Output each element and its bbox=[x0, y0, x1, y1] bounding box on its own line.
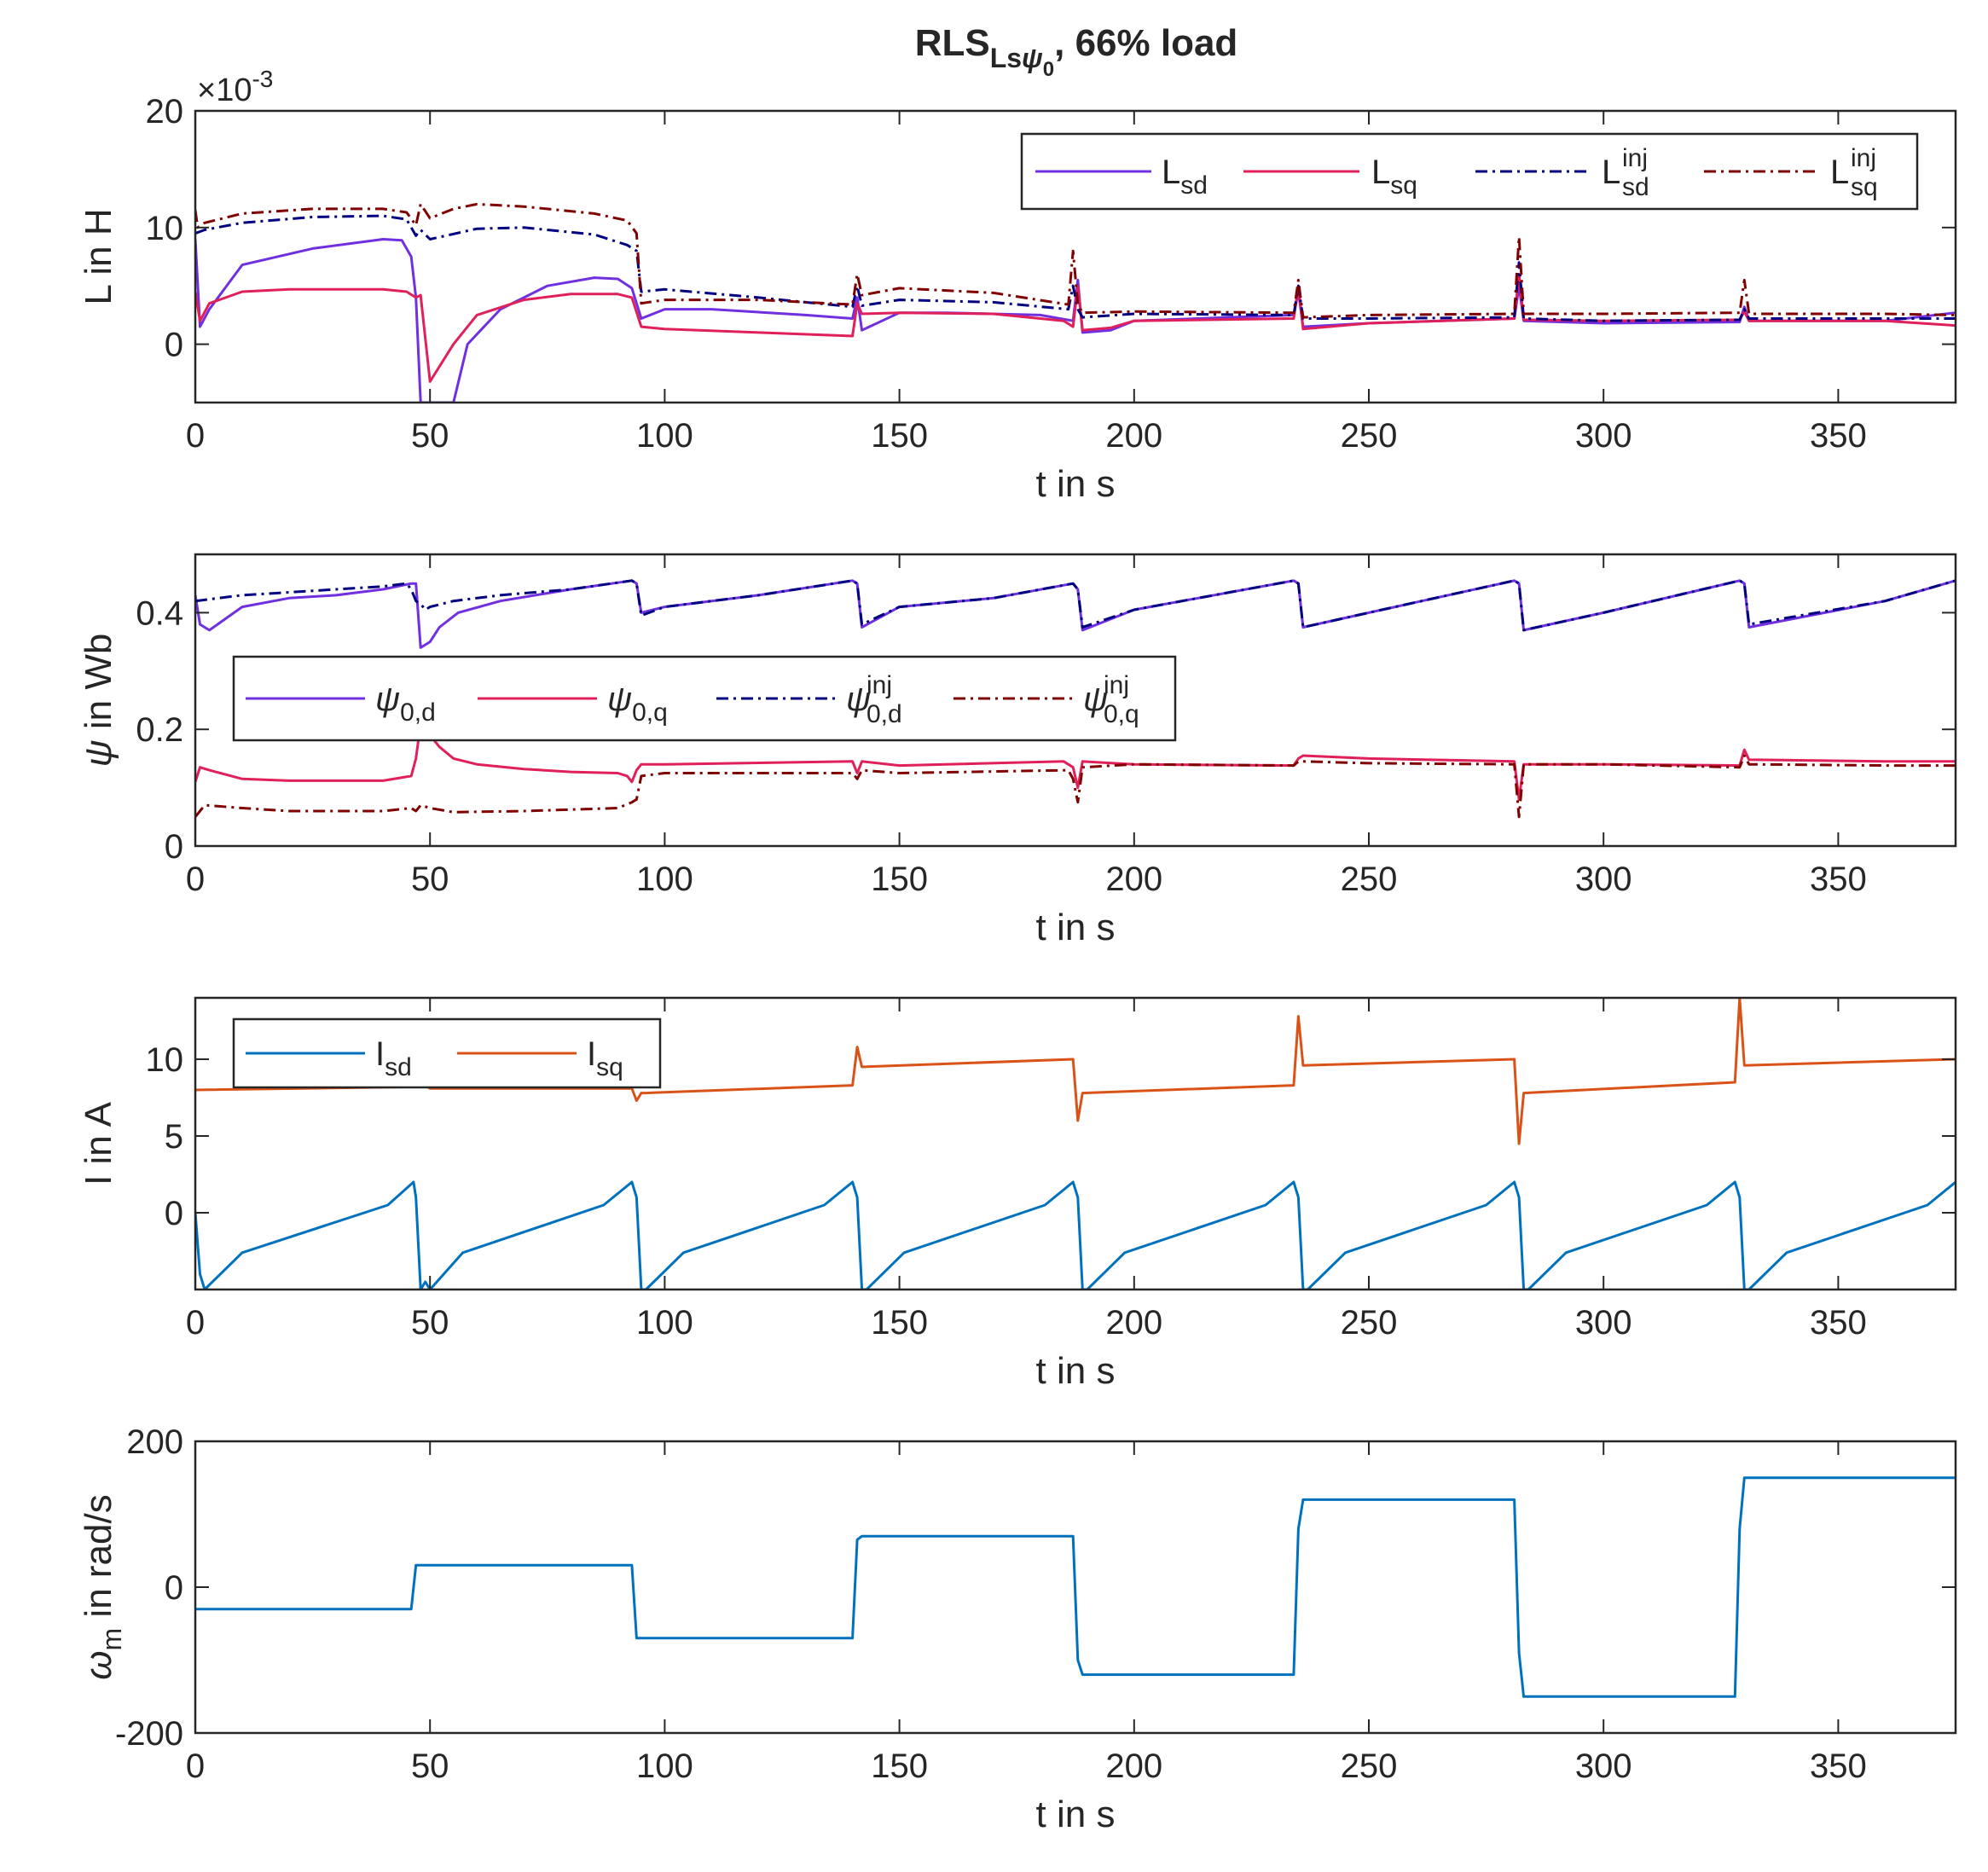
x-tick-label: 0 bbox=[186, 1747, 205, 1785]
legend: Isd Isq bbox=[232, 1017, 662, 1089]
legend-sup-3: inj bbox=[1622, 144, 1648, 172]
x-tick-label: 300 bbox=[1575, 1747, 1632, 1785]
series-line-1 bbox=[195, 1180, 1956, 1290]
legend-box bbox=[232, 655, 1177, 742]
x-axis-label: t in s bbox=[1036, 1794, 1116, 1835]
x-tick-label: 200 bbox=[1105, 417, 1162, 455]
x-tick-label: 50 bbox=[411, 417, 449, 455]
x-tick-label: 350 bbox=[1810, 1747, 1867, 1785]
x-tick-label: 250 bbox=[1341, 1747, 1398, 1785]
legend-label-1: Isd bbox=[375, 1035, 412, 1081]
figure-title: RLSLsψ0, 66% load bbox=[915, 22, 1238, 81]
axes-box bbox=[194, 553, 1957, 848]
plot-2: 0 50 100 150 200 250 300 350 0 0.2 0.4 t in s ψ in W… bbox=[78, 553, 1957, 948]
x-tick-label: 350 bbox=[1810, 861, 1867, 898]
plot-3: 0 50 100 150 200 250 300 350 0 5 10 t in s I in A Isd… bbox=[78, 996, 1957, 1392]
x-tick-label: 200 bbox=[1105, 861, 1162, 898]
x-tick-label: 50 bbox=[411, 1304, 449, 1342]
y-tick-label: 5 bbox=[165, 1118, 183, 1156]
legend-sub-4: 0,q bbox=[1104, 700, 1139, 728]
y-tick-label: 20 bbox=[146, 93, 184, 130]
y-tick-label: 0.4 bbox=[136, 594, 183, 632]
x-tick-label: 250 bbox=[1341, 1304, 1398, 1342]
x-tick-label: 100 bbox=[636, 1304, 693, 1342]
y-tick-label: 10 bbox=[146, 210, 184, 247]
x-tick-label: 200 bbox=[1105, 1304, 1162, 1342]
x-tick-label: 350 bbox=[1810, 417, 1867, 455]
y-tick-label: 0 bbox=[165, 1195, 183, 1232]
legend-label-2: Isq bbox=[587, 1035, 623, 1081]
legend-sup-3: inj bbox=[866, 671, 892, 699]
exponent-label: ×10-3 bbox=[197, 66, 273, 108]
x-tick-label: 150 bbox=[871, 1747, 928, 1785]
y-tick-label: 0 bbox=[165, 1569, 183, 1607]
x-tick-label: 100 bbox=[636, 1747, 693, 1785]
y-tick-label: -200 bbox=[115, 1715, 183, 1753]
x-tick-label: 0 bbox=[186, 417, 205, 455]
legend-label-2: Lsq bbox=[1371, 154, 1417, 200]
x-tick-label: 100 bbox=[636, 417, 693, 455]
legend-label-3: ψ bbox=[846, 681, 871, 718]
x-axis-label: t in s bbox=[1036, 1350, 1116, 1392]
x-tick-label: 350 bbox=[1810, 1304, 1867, 1342]
y-axis-label: ωm in rad/s bbox=[78, 1494, 127, 1679]
legend-label-1: Lsd bbox=[1162, 154, 1208, 200]
legend-label-4: ψ bbox=[1083, 681, 1108, 718]
series-line-2 bbox=[195, 722, 1956, 801]
y-axis-label: ψ in Wb bbox=[78, 634, 119, 768]
y-tick-label: 0 bbox=[165, 327, 183, 364]
y-tick-label: 0.2 bbox=[136, 711, 183, 749]
legend-label-2: ψ0,q bbox=[607, 681, 668, 727]
x-tick-label: 150 bbox=[871, 417, 928, 455]
x-tick-label: 250 bbox=[1341, 861, 1398, 898]
x-tick-label: 100 bbox=[636, 861, 693, 898]
chart-title: RLSLsψ0, 66% load bbox=[915, 22, 1238, 81]
legend-label-3: L bbox=[1602, 154, 1620, 191]
x-tick-label: 0 bbox=[186, 1304, 205, 1342]
legend-box bbox=[1020, 132, 1919, 211]
axes-box bbox=[194, 109, 1957, 404]
legend-sub-3: 0,d bbox=[866, 700, 902, 728]
legend-label-4: L bbox=[1830, 154, 1849, 191]
x-tick-label: 300 bbox=[1575, 861, 1632, 898]
x-axis-label: t in s bbox=[1036, 907, 1116, 948]
axes-box bbox=[194, 996, 1957, 1291]
x-tick-label: 150 bbox=[871, 1304, 928, 1342]
plot-1: 0 50 100 150 200 250 300 350 0 10 20 t in s L in H ×1… bbox=[78, 66, 1957, 505]
x-tick-label: 300 bbox=[1575, 417, 1632, 455]
series-group bbox=[195, 579, 1956, 819]
legend-sub-4: sq bbox=[1851, 173, 1878, 201]
series-group bbox=[195, 202, 1956, 403]
x-tick-label: 50 bbox=[411, 861, 449, 898]
series-group bbox=[195, 1476, 1956, 1698]
y-axis-label: L in H bbox=[78, 208, 119, 304]
series-line-3 bbox=[195, 579, 1956, 632]
y-tick-label: 200 bbox=[126, 1423, 183, 1461]
legend-label-1: ψ0,d bbox=[375, 681, 436, 727]
y-tick-label: 10 bbox=[146, 1041, 184, 1079]
x-tick-label: 150 bbox=[871, 861, 928, 898]
x-tick-label: 200 bbox=[1105, 1747, 1162, 1785]
y-axis-label: I in A bbox=[78, 1101, 119, 1185]
x-tick-label: 50 bbox=[411, 1747, 449, 1785]
legend-sup-4: inj bbox=[1104, 671, 1129, 699]
x-tick-label: 0 bbox=[186, 861, 205, 898]
y-tick-label: 0 bbox=[165, 828, 183, 866]
legend-sup-4: inj bbox=[1851, 144, 1876, 172]
legend-sub-3: sd bbox=[1622, 173, 1649, 201]
series-line-4 bbox=[195, 754, 1956, 819]
series-line-1 bbox=[195, 1476, 1956, 1698]
x-tick-label: 250 bbox=[1341, 417, 1398, 455]
x-axis-label: t in s bbox=[1036, 463, 1116, 505]
series-line-4 bbox=[195, 202, 1956, 319]
x-tick-label: 300 bbox=[1575, 1304, 1632, 1342]
